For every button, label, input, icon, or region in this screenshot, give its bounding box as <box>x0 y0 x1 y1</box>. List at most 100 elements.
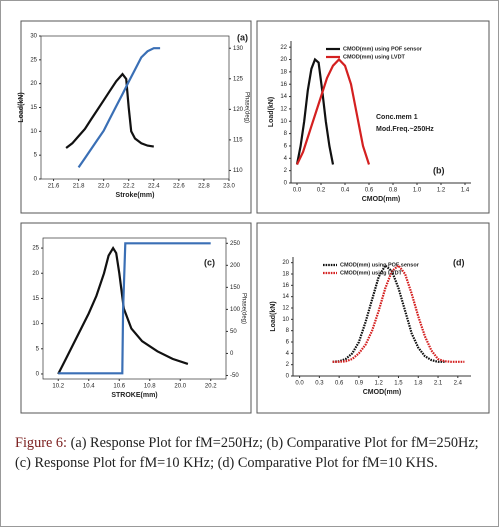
legend-label: CMOD(mm) using POF sensor <box>340 262 420 268</box>
annotation: (a) <box>237 32 248 42</box>
x-tick-label: 0.3 <box>315 381 324 387</box>
x-axis-title: CMOD(mm) <box>362 196 401 203</box>
y-tick-label: 10 <box>282 317 289 323</box>
y-tick-label: 6 <box>286 340 290 346</box>
x-tick-label: 1.2 <box>437 188 446 194</box>
x-tick-label: 0.0 <box>295 381 304 387</box>
legend-label: CMOD(mm) using POF sensor <box>343 46 423 52</box>
x-tick-label: 22.6 <box>173 184 185 190</box>
annotation: Conc.mem 1 <box>376 114 418 121</box>
y2-tick-label: -50 <box>230 373 239 379</box>
y-tick-label: 18 <box>280 69 287 75</box>
x-tick-label: 21.8 <box>73 184 85 190</box>
x-tick-label: 23.0 <box>223 184 235 190</box>
y2-tick-label: 115 <box>233 137 243 143</box>
x-tick-label: 0.6 <box>335 381 344 387</box>
y-tick-label: 12 <box>282 306 289 312</box>
panel-frame <box>256 20 490 214</box>
caption-label: Figure 6: <box>15 435 68 451</box>
y-tick-label: 10 <box>32 321 39 327</box>
y-axis-title: Load(kN) <box>18 92 25 122</box>
annotation: (c) <box>204 257 215 267</box>
x-tick-label: 0.4 <box>341 188 350 194</box>
y-tick-label: 25 <box>32 246 39 252</box>
y2-tick-label: 110 <box>233 168 243 174</box>
series-line <box>332 263 445 363</box>
plot-frame <box>42 237 227 380</box>
y2-tick-label: 120 <box>233 107 244 113</box>
y-axis-title: Load(kN) <box>268 97 275 127</box>
y-tick-label: 4 <box>284 156 288 162</box>
x-tick-label: 22.0 <box>98 184 110 190</box>
panel-frame <box>20 222 252 414</box>
series-line <box>57 245 189 375</box>
panels: 21.6 21.8 22.0 22.2 22.4 22.6 22.8 23.005101520… <box>18 20 490 414</box>
x-tick-label: 20.0 <box>174 384 186 390</box>
x-tick-label: 22.4 <box>148 184 160 190</box>
series-line <box>332 263 465 363</box>
panel-frame <box>256 222 490 414</box>
y2-tick-label: 200 <box>230 263 241 269</box>
plot-frame <box>40 35 230 180</box>
legend-label: CMOD(mm) using LVDT <box>343 54 406 60</box>
y2-tick-label: 125 <box>233 76 244 82</box>
annotation: (d) <box>453 257 465 267</box>
x-tick-label: 0.6 <box>365 188 374 194</box>
y-tick-label: 20 <box>280 57 287 63</box>
y-tick-label: 0 <box>284 181 288 187</box>
y-tick-label: 5 <box>36 346 40 352</box>
legend-label: CMOD(mm) using LVDT <box>340 270 403 276</box>
y2-tick-label: 250 <box>230 241 241 247</box>
y-tick-label: 2 <box>286 362 290 368</box>
y2-tick-label: 0 <box>230 351 234 357</box>
y2-tick-label: 150 <box>230 285 241 291</box>
y-tick-label: 14 <box>280 94 287 100</box>
series-line <box>58 242 211 375</box>
y-tick-label: 15 <box>32 296 39 302</box>
y-tick-label: 30 <box>30 34 37 40</box>
y-tick-label: 12 <box>280 106 287 112</box>
caption-text: (a) Response Plot for fM=250Hz; (b) Comp… <box>15 435 479 471</box>
x-tick-label: 22.8 <box>198 184 210 190</box>
y-tick-label: 10 <box>30 129 37 135</box>
y-tick-label: 0 <box>34 177 38 183</box>
y-tick-label: 22 <box>280 45 287 51</box>
y-tick-label: 15 <box>30 105 37 111</box>
x-tick-label: 0.2 <box>317 188 326 194</box>
x-tick-label: 2.1 <box>434 381 443 387</box>
x-tick-label: 21.6 <box>48 184 60 190</box>
x-tick-label: 0.9 <box>355 381 364 387</box>
series-line <box>65 72 154 149</box>
x-tick-label: 10.2 <box>52 384 64 390</box>
y-tick-label: 8 <box>284 131 288 137</box>
y2-axis-title: Phase(deg) <box>240 293 246 324</box>
y-tick-label: 5 <box>34 153 38 159</box>
y-tick-label: 0 <box>36 372 40 378</box>
y-tick-label: 8 <box>286 328 290 334</box>
y-tick-label: 10 <box>280 119 287 125</box>
x-tick-label: 10.4 <box>83 384 95 390</box>
x-axis-title: STROKE(mm) <box>111 392 157 399</box>
series-line <box>295 57 335 165</box>
x-axis-title: Stroke(mm) <box>116 192 155 199</box>
y-tick-label: 25 <box>30 57 37 63</box>
x-tick-label: 1.4 <box>461 188 470 194</box>
y-tick-label: 4 <box>286 351 290 357</box>
y2-tick-label: 100 <box>230 307 241 313</box>
x-tick-label: 1.5 <box>394 381 403 387</box>
y-tick-label: 18 <box>282 272 289 278</box>
x-tick-label: 10.6 <box>113 384 125 390</box>
y-tick-label: 16 <box>282 283 289 289</box>
annotation: Mod.Freq.~250Hz <box>376 126 434 133</box>
y2-tick-label: 130 <box>233 46 244 52</box>
caption: Figure 6: (a) Response Plot for fM=250Hz… <box>15 433 489 473</box>
y-tick-label: 20 <box>30 81 37 87</box>
y-tick-label: 20 <box>32 271 39 277</box>
x-tick-label: 0.8 <box>389 188 398 194</box>
series-line <box>296 57 371 165</box>
y-tick-label: 20 <box>282 260 289 266</box>
x-tick-label: 22.2 <box>123 184 135 190</box>
series-line <box>77 47 161 169</box>
y-tick-label: 6 <box>284 144 288 150</box>
